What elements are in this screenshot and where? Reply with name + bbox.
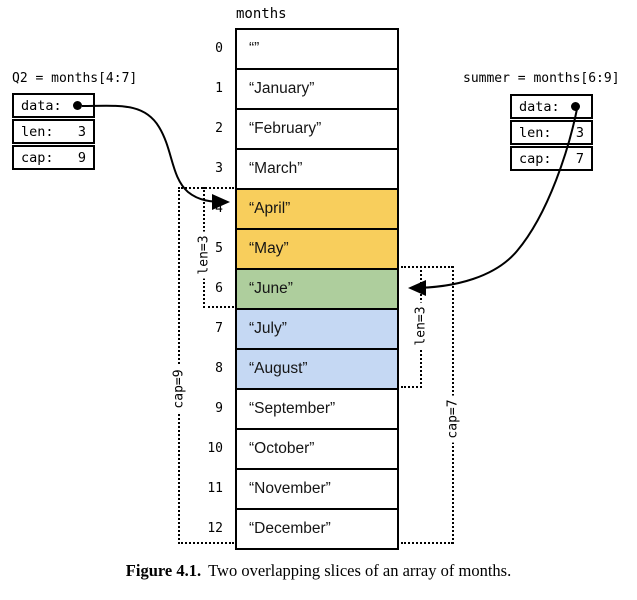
cell-index-10: 10: [207, 441, 223, 456]
summer-cap-label: cap:: [519, 150, 552, 167]
caption-label: Figure 4.1.: [125, 561, 202, 580]
summer-len-bracket-bottom-line: [401, 386, 422, 388]
q2-cap-bracket-bottom-line: [178, 542, 234, 544]
summer-len-label: len:: [519, 124, 552, 141]
summer-cap-bracket-bottom-line: [401, 542, 453, 544]
q2-cap-label: cap:: [21, 149, 54, 166]
cell-index-5: 5: [215, 241, 223, 256]
array-title: months: [236, 6, 287, 22]
array-cell-3: “March”: [235, 148, 399, 190]
q2-len-bracket-label: len=3: [196, 231, 212, 279]
array-cell-10: “October”: [235, 428, 399, 470]
summer-cap-row: cap: 7: [510, 146, 593, 171]
array-cell-8: “August”: [235, 348, 399, 390]
array-cell-9: “September”: [235, 388, 399, 430]
array-cell-11: “November”: [235, 468, 399, 510]
array-cell-12: “December”: [235, 508, 399, 550]
cell-index-3: 3: [215, 161, 223, 176]
array-cell-5: “May”: [235, 228, 399, 270]
summer-len-row: len: 3: [510, 120, 593, 145]
q2-len-label: len:: [21, 123, 54, 140]
cell-index-11: 11: [207, 481, 223, 496]
summer-bracket-top-line: [401, 266, 453, 268]
cell-index-6: 6: [215, 281, 223, 296]
q2-slice-title: Q2 = months[4:7]: [12, 71, 138, 86]
summer-data-label: data:: [519, 98, 560, 115]
q2-cap-row: cap: 9: [12, 145, 95, 170]
q2-cap-value: 9: [77, 149, 86, 166]
summer-len-bracket-label: len=3: [413, 302, 429, 350]
q2-data-label: data:: [21, 97, 62, 114]
summer-data-row: data:: [510, 94, 593, 119]
cell-index-4: 4: [215, 201, 223, 216]
summer-slice-title: summer = months[6:9]: [463, 71, 620, 86]
caption-text: Two overlapping slices of an array of mo…: [208, 561, 512, 580]
array-cell-1: “January”: [235, 68, 399, 110]
summer-len-value: 3: [575, 124, 584, 141]
array-cell-0: “”: [235, 28, 399, 70]
q2-data-row: data:: [12, 93, 95, 118]
cell-index-2: 2: [215, 121, 223, 136]
q2-len-value: 3: [77, 123, 86, 140]
q2-cap-bracket-label: cap=9: [171, 365, 187, 413]
summer-cap-bracket-label: cap=7: [445, 395, 461, 443]
summer-cap-value: 7: [575, 150, 584, 167]
array-cell-6: “June”: [235, 268, 399, 310]
cell-index-1: 1: [215, 81, 223, 96]
cell-index-9: 9: [215, 401, 223, 416]
array-cell-7: “July”: [235, 308, 399, 350]
figure-caption: Figure 4.1. Two overlapping slices of an …: [0, 561, 637, 581]
array-cell-4: “April”: [235, 188, 399, 230]
cell-index-0: 0: [215, 41, 223, 56]
cell-index-12: 12: [207, 521, 223, 536]
cell-index-8: 8: [215, 361, 223, 376]
q2-pointer-dot: [73, 101, 82, 110]
q2-len-bracket-bottom-line: [203, 306, 234, 308]
cell-index-7: 7: [215, 321, 223, 336]
summer-pointer-dot: [571, 102, 580, 111]
array-cell-2: “February”: [235, 108, 399, 150]
q2-len-row: len: 3: [12, 119, 95, 144]
